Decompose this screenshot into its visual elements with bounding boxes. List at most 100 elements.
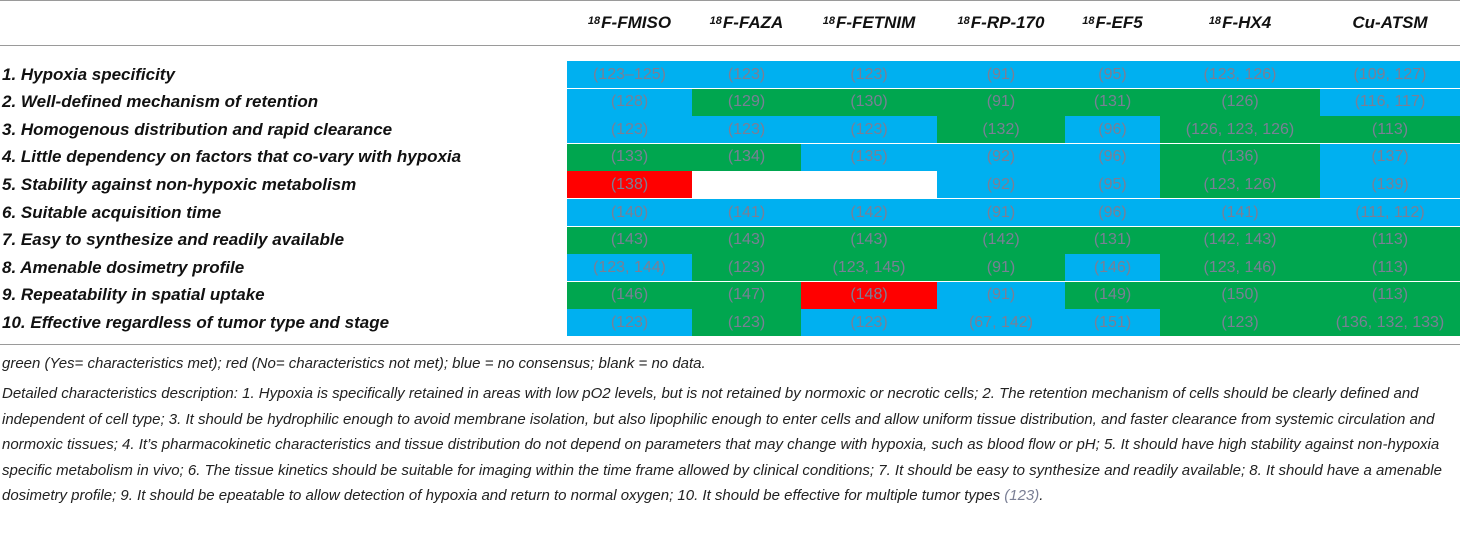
- table-cell-green: (136, 132, 133): [1320, 309, 1460, 337]
- table-cell-green: (131): [1065, 88, 1160, 116]
- table-cell-blue: (135): [801, 143, 937, 171]
- detail-text: Detailed characteristics description: 1.…: [2, 385, 1442, 505]
- table-cell-green: (147): [692, 281, 801, 309]
- table-cell-green: (91): [937, 88, 1065, 116]
- table-bottom-border: [0, 344, 1460, 345]
- column-header-name: F-RP-170: [970, 12, 1045, 32]
- column-header-isotope: 18: [587, 14, 601, 27]
- column-header-name: F-FETNIM: [835, 12, 916, 32]
- table-cell-blue: (151): [1065, 309, 1160, 337]
- table-cell-red: (138): [567, 171, 692, 199]
- table-cell-blue: (91): [937, 199, 1065, 226]
- table-cell-green: (91): [937, 254, 1065, 282]
- column-header-name: Cu-ATSM: [1352, 12, 1428, 32]
- table-cell-blue: (91): [937, 61, 1065, 88]
- table-cell-blue: (116, 117): [1320, 88, 1460, 116]
- table-cell-green: (123): [692, 309, 801, 337]
- table-cell-blue: (123): [567, 309, 692, 337]
- table-cell-blue: (123–125): [567, 61, 692, 88]
- column-header-isotope: 18: [822, 14, 835, 27]
- table-cell-green: (149): [1065, 281, 1160, 309]
- table-cell-blue: (141): [1160, 199, 1320, 226]
- table-cell-blue: (123, 144): [567, 254, 692, 282]
- table-cell-green: (146): [567, 281, 692, 309]
- table-cell-blue: (123): [801, 116, 937, 144]
- table-cell-green: (133): [567, 143, 692, 171]
- row-label: 3. Homogenous distribution and rapid cle…: [2, 119, 393, 139]
- table-cell-blue: (141): [692, 199, 801, 226]
- table-cell-blank: [692, 171, 801, 199]
- table-cell-green: (150): [1160, 281, 1320, 309]
- table-cell-green: (126, 123, 126): [1160, 116, 1320, 144]
- table-cell-green: (143): [692, 226, 801, 254]
- table-cell-green: (134): [692, 143, 801, 171]
- table-cell-blue: (128): [567, 88, 692, 116]
- row-label: 7. Easy to synthesize and readily availa…: [2, 230, 345, 250]
- column-header-isotope: 18: [1208, 14, 1222, 27]
- table-cell-green: (143): [567, 226, 692, 254]
- column-header-name: F-FAZA: [722, 12, 784, 32]
- column-header-name: F-EF5: [1095, 12, 1143, 32]
- table-cell-blue: (92): [937, 171, 1065, 199]
- table-cell-blue: (123): [801, 61, 937, 88]
- table-cell-blue: (139): [1320, 171, 1460, 199]
- table-cell-green: (136): [1160, 143, 1320, 171]
- column-header: 18 F-FAZA: [692, 0, 801, 45]
- table-cell-green: (142): [937, 226, 1065, 254]
- table-cell-green: (123): [1160, 309, 1320, 337]
- column-header-name: F-HX4: [1222, 12, 1272, 32]
- table-cell-green: (123): [692, 254, 801, 282]
- table-cell-blank: [801, 171, 937, 199]
- row-label: 2. Well-defined mechanism of retention: [2, 92, 319, 112]
- column-header-isotope: 18: [709, 14, 722, 27]
- table-cell-blue: (142): [801, 199, 937, 226]
- table-cell-red: (148): [801, 281, 937, 309]
- detail-ref: (123): [1004, 487, 1040, 505]
- table-cell-blue: (123): [692, 61, 801, 88]
- table-cell-blue: (95): [1065, 171, 1160, 199]
- column-header: 18 F-EF5: [1065, 0, 1160, 45]
- table-cell-green: (113): [1320, 254, 1460, 282]
- table-cell-blue: (140): [567, 199, 692, 226]
- table-cell-green: (123, 146): [1160, 254, 1320, 282]
- row-label: 1. Hypoxia specificity: [2, 64, 175, 84]
- table-cell-green: (123, 145): [801, 254, 937, 282]
- table-cell-blue: (123, 126): [1160, 61, 1320, 88]
- column-header-isotope: 18: [957, 14, 970, 27]
- table-cell-blue: (91): [937, 281, 1065, 309]
- header-separator: [0, 45, 1460, 46]
- table-cell-green: (131): [1065, 226, 1160, 254]
- table-cell-blue: (96): [1065, 199, 1160, 226]
- detail-footnote: Detailed characteristics description: 1.…: [2, 381, 1454, 509]
- table-cell-green: (129): [692, 88, 801, 116]
- table-cell-green: (126): [1160, 88, 1320, 116]
- table-cell-blue: (96): [1065, 116, 1160, 144]
- table-cell-blue: (109, 127): [1320, 61, 1460, 88]
- row-label: 4. Little dependency on factors that co-…: [2, 147, 462, 167]
- detail-end: .: [1039, 487, 1044, 505]
- column-header: 18 F-FMISO: [567, 0, 692, 45]
- table-cell-green: (142, 143): [1160, 226, 1320, 254]
- column-header-isotope: 18: [1082, 14, 1095, 27]
- column-header-name: F-FMISO: [601, 12, 672, 32]
- table-cell-green: (132): [937, 116, 1065, 144]
- table-top-border: [0, 0, 1460, 1]
- table-cell-blue: (146): [1065, 254, 1160, 282]
- row-label: 9. Repeatability in spatial uptake: [2, 285, 265, 305]
- table-cell-blue: (67, 142): [937, 309, 1065, 337]
- table-cell-blue: (92): [937, 143, 1065, 171]
- table-cell-green: (143): [801, 226, 937, 254]
- table-cell-blue: (137): [1320, 143, 1460, 171]
- table-cell-green: (113): [1320, 116, 1460, 144]
- table-cell-blue: (95): [1065, 61, 1160, 88]
- row-label: 6. Suitable acquisition time: [2, 202, 222, 222]
- table-cell-green: (113): [1320, 281, 1460, 309]
- column-header: 18 F-RP-170: [937, 0, 1065, 45]
- table-cell-blue: (123): [801, 309, 937, 337]
- table-cell-blue: (96): [1065, 143, 1160, 171]
- row-label: 5. Stability against non-hypoxic metabol…: [2, 174, 357, 194]
- column-header: 18 F-HX4: [1160, 0, 1320, 45]
- row-label: 8. Amenable dosimetry profile: [2, 257, 245, 277]
- table-cell-green: (113): [1320, 226, 1460, 254]
- table-cell-blue: (123): [692, 116, 801, 144]
